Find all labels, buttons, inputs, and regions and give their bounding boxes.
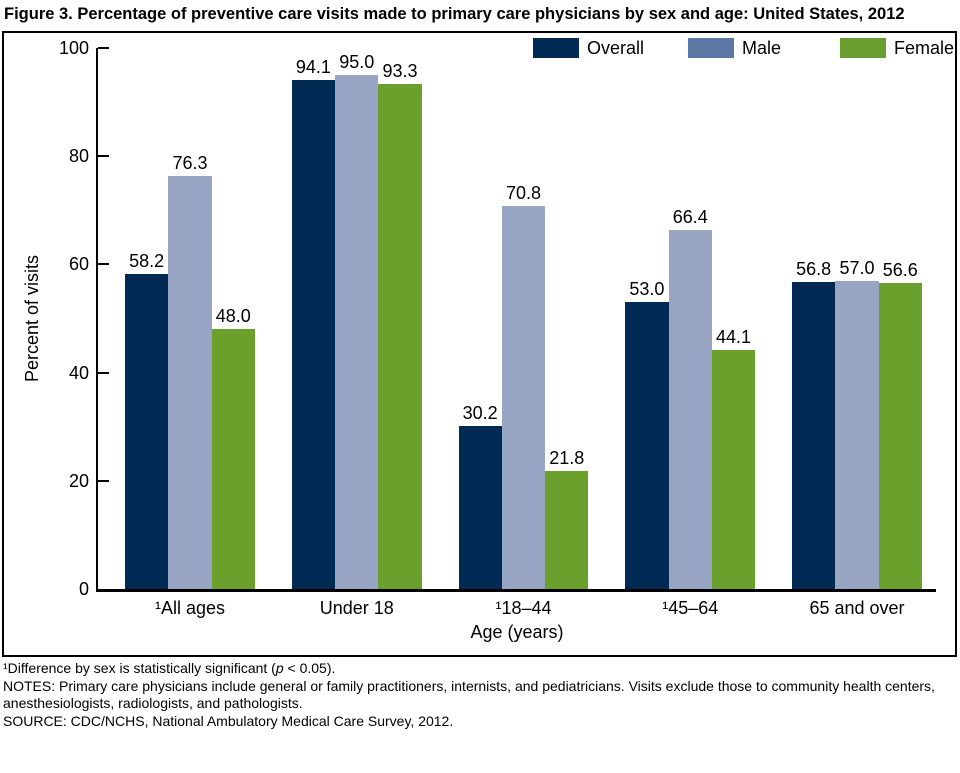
legend-swatch-overall bbox=[533, 38, 579, 58]
category-label-under-18: Under 18 bbox=[319, 598, 394, 618]
bar-female-under-18: 93.3 bbox=[378, 61, 422, 589]
bar-group-all-ages: 58.2 76.3 48.0 bbox=[125, 48, 255, 589]
y-tick-100 bbox=[98, 47, 109, 49]
bar-value-male-all-ages: 76.3 bbox=[172, 153, 208, 174]
bar-value-male-18-44: 70.8 bbox=[505, 182, 542, 203]
footnote-notes: NOTES: Primary care physicians include g… bbox=[3, 677, 935, 712]
legend-item-female: Female bbox=[840, 38, 954, 58]
bar-overall-under-18: 94.1 bbox=[291, 57, 336, 589]
y-tick-label-100: 100 bbox=[58, 38, 89, 58]
y-tick-20 bbox=[98, 479, 109, 482]
bar-value-female-65-and-over: 56.6 bbox=[882, 259, 918, 280]
legend-label-overall: Overall bbox=[587, 38, 645, 58]
category-label-65-and-over: 65 and over bbox=[809, 598, 905, 618]
y-tick-label-80: 80 bbox=[68, 146, 89, 167]
legend-label-female: Female bbox=[894, 38, 955, 58]
bar-group-45-64: 53.0 66.4 44.1 bbox=[625, 48, 756, 589]
y-axis-title-wrap: Percent of visits bbox=[16, 48, 50, 589]
bar-overall-all-ages: 58.2 bbox=[125, 251, 169, 589]
y-tick-60 bbox=[98, 263, 109, 266]
legend-label-male: Male bbox=[742, 38, 782, 58]
bar-male-under-18: 95.0 bbox=[335, 52, 379, 589]
bar-female-65-and-over: 56.6 bbox=[878, 260, 922, 589]
bar-group-18-44: 30.2 70.8 21.8 bbox=[458, 48, 589, 589]
category-label-45-64: ¹45–64 bbox=[662, 598, 719, 618]
bar-value-overall-under-18: 94.1 bbox=[295, 56, 331, 77]
bar-male-65-and-over: 57.0 bbox=[835, 258, 879, 589]
bar-overall-65-and-over: 56.8 bbox=[792, 259, 836, 589]
bar-value-overall-65-and-over: 56.8 bbox=[796, 258, 832, 279]
bar-female-all-ages: 48.0 bbox=[211, 306, 255, 589]
bar-value-male-under-18: 95.0 bbox=[339, 52, 375, 73]
bar-male-all-ages: 76.3 bbox=[168, 153, 212, 589]
legend-swatch-female bbox=[840, 38, 886, 58]
y-tick-label-20: 20 bbox=[68, 470, 89, 491]
bar-overall-18-44: 30.2 bbox=[458, 403, 502, 589]
bar-group-under-18: 94.1 95.0 93.3 bbox=[291, 48, 422, 589]
legend-item-male: Male bbox=[688, 38, 781, 58]
footnote-significance: ¹Difference by sex is statistically sign… bbox=[3, 660, 336, 676]
bar-male-18-44: 70.8 bbox=[501, 183, 546, 589]
bar-value-female-under-18: 93.3 bbox=[382, 61, 418, 82]
y-tick-40 bbox=[98, 371, 109, 374]
footnote-source: SOURCE: CDC/NCHS, National Ambulatory Me… bbox=[3, 712, 454, 729]
bar-value-overall-45-64: 53.0 bbox=[629, 279, 665, 300]
legend-swatch-male bbox=[688, 38, 734, 58]
plot-area: Age (years) 0 20 40 60 80 100 58.2 76.3 48.0 ¹All… bbox=[59, 38, 936, 642]
category-label-18-44: ¹18–44 bbox=[495, 598, 552, 618]
bar-group-65-and-over: 56.8 57.0 56.6 bbox=[792, 48, 922, 589]
bar-male-45-64: 66.4 bbox=[668, 207, 712, 589]
bar-value-female-18-44: 21.8 bbox=[549, 448, 585, 469]
bar-female-18-44: 21.8 bbox=[545, 448, 589, 589]
y-tick-label-0: 0 bbox=[78, 579, 89, 599]
y-axis-title: Percent of visits bbox=[22, 254, 43, 383]
y-tick-label-60: 60 bbox=[68, 254, 89, 275]
bar-value-female-45-64: 44.1 bbox=[716, 327, 752, 348]
chart-frame: Overall Male Female Percent of visits Age … bbox=[2, 31, 957, 657]
bar-value-overall-all-ages: 58.2 bbox=[129, 251, 165, 272]
footnotes: ¹Difference by sex is statistically sign… bbox=[3, 660, 955, 730]
y-tick-label-40: 40 bbox=[68, 362, 89, 383]
bar-value-female-all-ages: 48.0 bbox=[215, 306, 251, 327]
bar-female-45-64: 44.1 bbox=[711, 327, 756, 589]
bar-overall-45-64: 53.0 bbox=[625, 279, 669, 589]
bar-value-overall-18-44: 30.2 bbox=[462, 402, 498, 423]
y-tick-80 bbox=[98, 155, 109, 158]
bar-value-male-65-and-over: 57.0 bbox=[839, 257, 875, 278]
figure-title: Figure 3. Percentage of preventive care … bbox=[4, 5, 905, 23]
category-label-all-ages: ¹All ages bbox=[154, 598, 226, 618]
x-axis-title: Age (years) bbox=[470, 622, 564, 642]
legend-item-overall: Overall bbox=[533, 38, 644, 58]
bar-value-male-45-64: 66.4 bbox=[672, 206, 708, 227]
